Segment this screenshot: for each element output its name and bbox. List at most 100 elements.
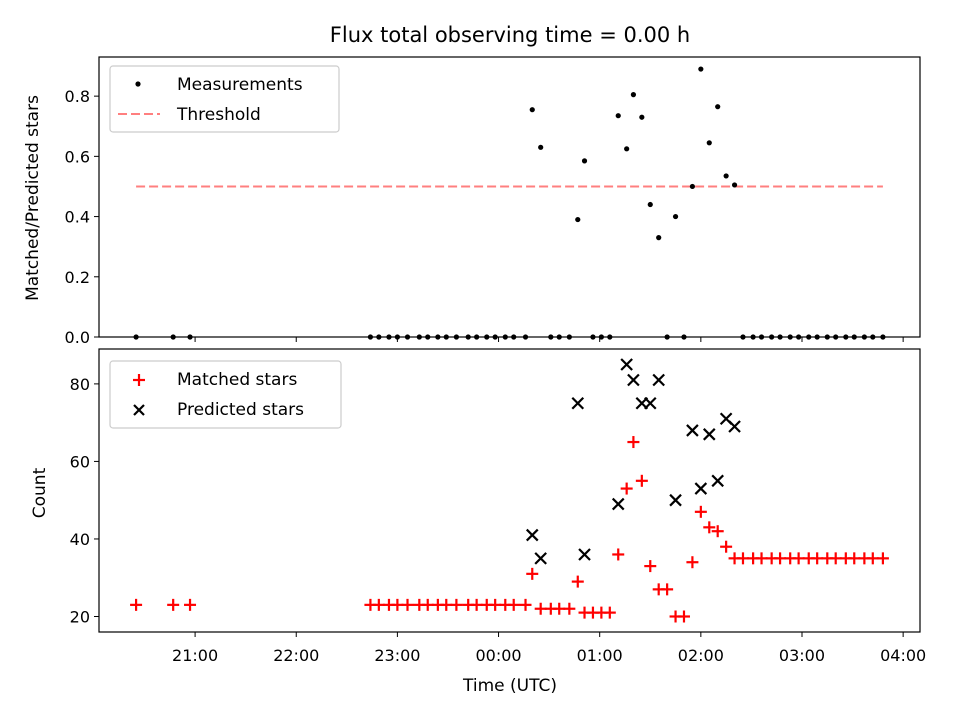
predicted-star-stroke-b	[652, 373, 665, 387]
predicted-star-stroke-b	[719, 412, 733, 426]
matched-star-point	[167, 598, 180, 611]
matched-star-point	[876, 552, 889, 565]
predicted-star-stroke-b	[578, 548, 591, 561]
predicted-star-point	[620, 358, 633, 371]
top-legend-box	[109, 65, 340, 133]
matched-star-point	[620, 482, 633, 495]
bottom-ytick-label: 40	[70, 530, 90, 549]
measurement-point	[723, 173, 729, 179]
predicted-star-point	[627, 373, 640, 387]
top-axes-frame	[98, 56, 921, 338]
matched-star-point	[635, 474, 648, 487]
predicted-star-stroke-b	[711, 474, 724, 488]
matched-star-point	[470, 598, 483, 611]
matched-star-point	[848, 552, 861, 565]
measurement-point	[656, 235, 662, 241]
matched-star-point	[694, 505, 707, 518]
matched-star-point	[519, 598, 532, 611]
predicted-star-point	[578, 548, 591, 561]
predicted-star-stroke-b	[525, 528, 539, 542]
matched-star-point	[703, 521, 716, 534]
measurement-point	[538, 144, 544, 150]
matched-star-point	[755, 552, 768, 565]
predicted-star-point	[643, 396, 657, 410]
matched-star-point	[792, 552, 805, 565]
measurement-point	[575, 216, 581, 223]
predicted-star-point	[652, 373, 665, 387]
predicted-star-stroke-b	[620, 358, 633, 371]
matched-star-point	[401, 598, 414, 611]
bottom-ytick-label: 20	[70, 607, 90, 626]
x-tick-label: 23:00	[374, 646, 420, 665]
top-ytick-label: 0.8	[65, 87, 90, 106]
matched-star-point	[677, 610, 690, 623]
matched-star-point	[372, 598, 385, 611]
predicted-star-point	[669, 493, 682, 507]
predicted-star-stroke-b	[669, 493, 682, 507]
measurement-point	[715, 104, 721, 110]
top-ytick-label: 0.2	[65, 268, 90, 287]
top-ytick-label: 0.6	[65, 147, 90, 166]
x-tick-label: 03:00	[779, 646, 825, 665]
matched-star-point	[421, 598, 434, 611]
predicted-star-point	[611, 497, 625, 511]
top-legend: Measurements Threshold	[109, 65, 340, 133]
measurement-point	[615, 113, 621, 119]
legend-label-threshold: Threshold	[176, 105, 261, 125]
matched-star-point	[184, 598, 197, 611]
matched-star-point	[866, 552, 879, 565]
matched-star-point	[563, 602, 576, 615]
predicted-star-stroke-b	[643, 396, 657, 410]
matched-star-point	[686, 556, 699, 569]
bottom-axes-frame	[98, 348, 921, 633]
bottom-legend-box	[109, 360, 342, 429]
predicted-star-point	[702, 428, 716, 441]
matched-star-point	[571, 575, 584, 588]
x-tick-label: 01:00	[577, 646, 623, 665]
bottom-ytick-label: 80	[70, 375, 90, 394]
x-tick-label: 00:00	[475, 646, 521, 665]
measurement-point	[630, 92, 637, 98]
matched-star-point	[661, 583, 674, 596]
matched-star-point	[644, 560, 657, 573]
predicted-star-point	[534, 552, 547, 565]
bottom-ytick-label: 60	[70, 452, 90, 471]
predicted-star-point	[728, 420, 741, 433]
matched-star-point	[627, 436, 640, 449]
legend-label-predicted: Predicted stars	[177, 400, 304, 420]
x-tick-label: 02:00	[678, 646, 724, 665]
top-axes-content: 0.0 0.2 0.4 0.6 0.8	[65, 66, 904, 347]
matched-star-point	[774, 552, 787, 565]
legend-label-measurements: Measurements	[177, 75, 303, 95]
predicted-star-stroke-b	[686, 424, 699, 437]
bottom-panel: Count Time (UTC) 20 40 60 80 21:00 22:00 23:00…	[30, 348, 926, 696]
matched-star-point	[534, 602, 547, 615]
legend-marker-measurements	[135, 81, 141, 87]
matched-star-point	[711, 525, 724, 538]
bottom-legend: Matched stars Predicted stars	[109, 360, 342, 429]
measurement-point	[647, 201, 653, 208]
measurement-point	[639, 114, 645, 120]
predicted-star-stroke-b	[627, 373, 640, 387]
predicted-star-point	[525, 528, 539, 542]
legend-marker-matched	[133, 374, 145, 386]
top-ytick-label: 0.0	[65, 328, 90, 347]
matched-star-point	[553, 602, 566, 615]
matched-star-point	[130, 598, 143, 611]
matched-star-point	[507, 598, 520, 611]
bottom-axes-content: 20 40 60 80 21:00 22:00 23:00 00:00 01:00 02:00 03…	[70, 358, 926, 665]
top-y-axis-label: Matched/Predicted stars	[23, 95, 43, 301]
matched-star-point	[489, 598, 502, 611]
measurement-point	[731, 182, 738, 188]
measurement-point	[689, 183, 696, 190]
matched-star-point	[440, 598, 453, 611]
predicted-star-stroke-b	[571, 396, 585, 410]
matched-star-point	[450, 598, 463, 611]
chart-title: Flux total observing time = 0.00 h	[330, 23, 690, 47]
measurement-point	[624, 146, 630, 152]
matched-star-point	[811, 552, 824, 565]
x-tick-label: 21:00	[172, 646, 218, 665]
top-ytick-label: 0.4	[65, 208, 90, 227]
matched-star-point	[526, 567, 539, 580]
predicted-star-stroke-b	[728, 420, 741, 433]
